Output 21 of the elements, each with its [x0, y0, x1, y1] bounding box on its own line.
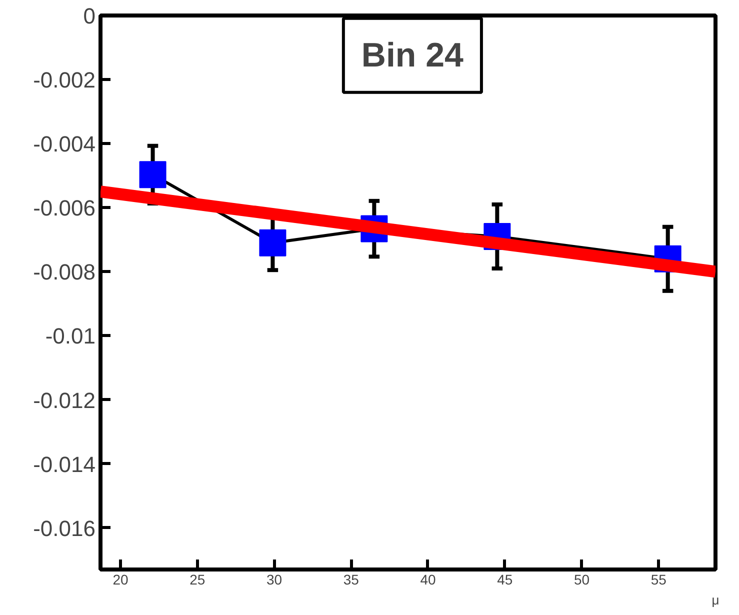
x-tick-label: 40	[420, 572, 436, 588]
x-tick-label: 30	[266, 572, 282, 588]
y-tick-label: -0.006	[33, 196, 96, 221]
x-tick-label: 20	[112, 572, 128, 588]
x-tick-label: 35	[343, 572, 360, 588]
x-axis-title: μ	[712, 592, 720, 608]
y-tick-label: 0	[83, 4, 96, 28]
y-tick-label: -0.008	[33, 260, 96, 285]
point	[259, 229, 286, 256]
y-tick-label: -0.01	[45, 324, 96, 349]
point	[139, 161, 166, 188]
y-tick-label: -0.012	[33, 388, 96, 413]
x-tick-label: 25	[190, 572, 206, 588]
y-tick-label: -0.002	[33, 68, 96, 93]
y-tick-label: -0.014	[33, 452, 96, 477]
x-tick-label: 45	[497, 572, 513, 588]
x-tick-label: 55	[650, 572, 667, 588]
y-tick-label: -0.004	[33, 132, 96, 157]
annotation: Bin 24	[361, 36, 464, 74]
x-tick-label: 50	[574, 572, 590, 588]
y-tick-label: -0.016	[33, 516, 96, 541]
